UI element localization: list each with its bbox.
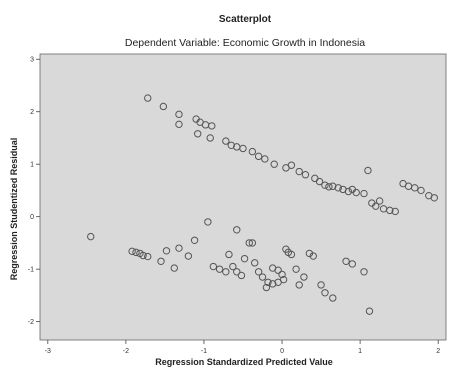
data-point	[245, 239, 253, 247]
data-point	[344, 187, 353, 196]
data-point	[364, 166, 372, 175]
data-point	[225, 250, 233, 259]
data-point	[144, 252, 152, 261]
y-tick-label: 0	[30, 214, 34, 221]
data-point	[209, 262, 218, 271]
x-tick-label: -1	[201, 348, 207, 355]
data-point	[227, 141, 235, 150]
data-point	[87, 232, 95, 241]
data-point	[321, 289, 329, 297]
data-point	[300, 273, 308, 281]
data-point	[348, 260, 357, 268]
x-tick-label: 2	[436, 348, 440, 355]
y-axis-label: Regression Studentized Residual	[9, 138, 19, 281]
data-point	[240, 254, 249, 263]
data-point	[375, 197, 384, 205]
data-point	[206, 134, 214, 142]
data-point	[208, 122, 216, 130]
data-point	[190, 236, 199, 244]
data-point	[194, 130, 202, 138]
data-point	[175, 110, 183, 119]
data-point	[287, 250, 296, 259]
data-point	[274, 278, 282, 286]
data-point	[365, 307, 374, 315]
data-point	[295, 167, 303, 176]
data-point	[175, 120, 183, 129]
plot-area	[39, 53, 447, 341]
data-point	[128, 247, 136, 256]
data-point	[222, 268, 230, 276]
data-point	[254, 268, 263, 276]
data-point	[215, 265, 224, 273]
data-point	[258, 273, 267, 281]
data-point	[391, 207, 399, 216]
data-point	[175, 244, 183, 252]
data-point	[251, 259, 259, 267]
data-point	[321, 181, 329, 189]
data-point	[278, 270, 286, 279]
data-point	[254, 152, 263, 161]
data-point	[334, 184, 342, 192]
data-point	[237, 271, 246, 280]
data-point	[325, 183, 333, 191]
data-point	[262, 283, 271, 292]
data-point	[264, 278, 272, 286]
data-point	[292, 265, 300, 273]
data-point	[268, 280, 277, 288]
y-tick-label: 1	[30, 162, 34, 169]
data-point	[144, 94, 152, 102]
chart-subtitle: Dependent Variable: Economic Growth in I…	[125, 37, 365, 49]
data-point	[372, 202, 380, 210]
data-point	[132, 248, 140, 257]
x-tick-label: -2	[123, 348, 129, 355]
data-point	[233, 226, 241, 234]
data-point	[248, 239, 257, 247]
data-point	[233, 268, 241, 276]
data-point	[386, 206, 394, 215]
data-point	[295, 281, 303, 289]
data-point	[352, 188, 360, 197]
data-point	[159, 102, 168, 111]
data-point	[309, 252, 317, 260]
data-point	[222, 137, 230, 145]
y-tick-label: 3	[30, 57, 34, 64]
data-point	[342, 257, 350, 265]
data-point	[139, 251, 147, 260]
data-point	[204, 218, 212, 226]
x-tick-label: 1	[358, 348, 362, 355]
data-point	[317, 281, 325, 289]
data-point	[229, 262, 237, 271]
data-point	[315, 177, 324, 186]
data-point	[184, 252, 193, 260]
x-axis-label: Regression Standardized Predicted Value	[155, 357, 333, 367]
data-point	[157, 257, 165, 265]
y-tick-label: 2	[30, 109, 34, 116]
data-point	[329, 294, 337, 302]
data-point	[301, 170, 310, 179]
data-point	[360, 268, 368, 276]
data-point	[239, 144, 247, 153]
x-tick-label: 0	[280, 348, 284, 355]
data-point	[411, 184, 419, 192]
x-tick-label: -3	[45, 348, 51, 355]
data-point	[417, 186, 425, 195]
y-tick-label: -2	[28, 319, 34, 326]
data-point	[360, 189, 368, 198]
data-point	[430, 194, 438, 202]
data-point	[248, 147, 257, 156]
data-point	[287, 161, 296, 169]
data-point	[270, 160, 278, 168]
data-point	[329, 182, 337, 190]
data-point	[274, 266, 282, 274]
chart-title: Scatterplot	[219, 14, 272, 25]
data-point	[170, 264, 178, 272]
data-point	[261, 155, 269, 163]
y-tick-label: -1	[28, 267, 34, 274]
data-point	[305, 249, 314, 258]
data-point	[162, 247, 171, 255]
